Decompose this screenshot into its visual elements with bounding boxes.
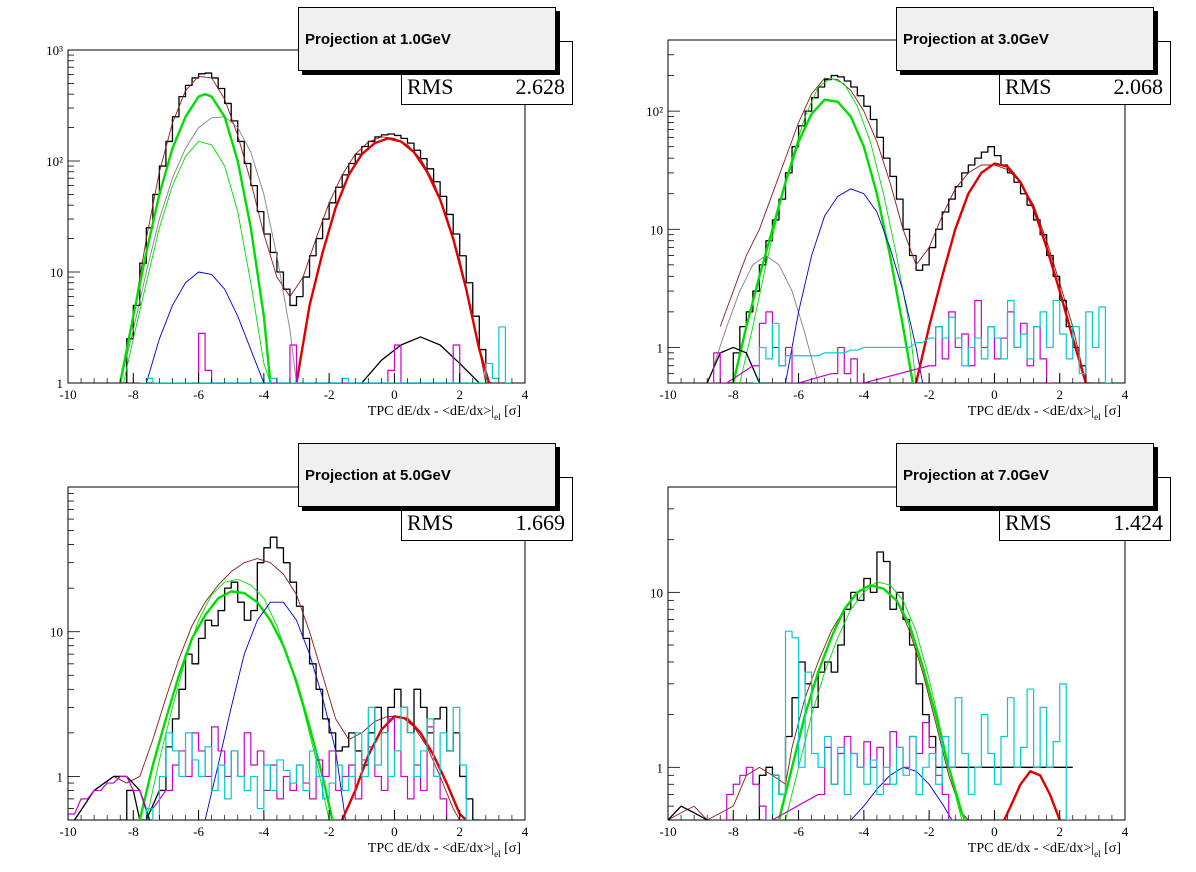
series-line-other1 bbox=[192, 332, 467, 383]
x-tick-label: -10 bbox=[59, 824, 76, 839]
x-tick-label: -8 bbox=[128, 824, 139, 839]
series-line-electron bbox=[914, 162, 1087, 383]
x-tick-label: -6 bbox=[793, 824, 804, 839]
series-line-data bbox=[120, 536, 480, 820]
x-tick-label: -4 bbox=[258, 824, 269, 839]
series-line-proton_fit bbox=[119, 92, 272, 383]
rms-row: RMS 1.669 bbox=[401, 507, 571, 539]
x-tick-label: -4 bbox=[258, 387, 269, 402]
chart-title: Projection at 3.0GeV bbox=[896, 7, 1154, 71]
x-tick-label: 4 bbox=[1122, 387, 1129, 402]
series-line-data bbox=[706, 346, 760, 383]
rms-value: 2.628 bbox=[515, 74, 566, 99]
series-group bbox=[668, 551, 1073, 820]
x-tick-label: -10 bbox=[59, 387, 76, 402]
x-tick-label: 0 bbox=[391, 387, 398, 402]
x-tick-label: -8 bbox=[128, 387, 139, 402]
y-tick-label: 10² bbox=[46, 154, 63, 169]
rms-label: RMS bbox=[407, 74, 454, 99]
x-tick-label: -2 bbox=[924, 824, 935, 839]
series-line-data bbox=[668, 805, 708, 820]
y-tick-label: 10 bbox=[50, 625, 63, 640]
y-tick-label: 10³ bbox=[46, 43, 63, 58]
x-axis-label: TPC dE/dx - <dE/dx>|el [σ] bbox=[368, 404, 521, 422]
y-tick-label: 10 bbox=[650, 585, 663, 600]
series-line-other2 bbox=[752, 299, 1112, 383]
y-tick-label: 1 bbox=[57, 376, 64, 391]
series-line-proton_fit2 bbox=[785, 581, 963, 820]
rms-row: RMS 2.068 bbox=[999, 71, 1169, 103]
series-line-kaon bbox=[204, 601, 346, 820]
x-tick-label: -8 bbox=[728, 387, 739, 402]
x-axis-label: TPC dE/dx - <dE/dx>|el [σ] bbox=[968, 404, 1121, 422]
x-tick-label: -4 bbox=[858, 824, 869, 839]
chart-title: Projection at 5.0GeV bbox=[298, 443, 556, 507]
y-tick-label: 1 bbox=[57, 769, 64, 784]
y-tick-label: 1 bbox=[657, 760, 664, 775]
y-tick-label: 10 bbox=[650, 222, 663, 237]
x-tick-label: 0 bbox=[991, 824, 998, 839]
rms-label: RMS bbox=[407, 510, 454, 535]
x-tick-label: 2 bbox=[1056, 387, 1063, 402]
x-tick-label: -2 bbox=[324, 387, 335, 402]
series-line-proton_fit2 bbox=[145, 578, 330, 820]
x-tick-label: -8 bbox=[728, 824, 739, 839]
rms-value: 1.669 bbox=[515, 510, 566, 535]
x-axis-label: TPC dE/dx - <dE/dx>|el [σ] bbox=[968, 841, 1121, 859]
x-tick-label: 0 bbox=[391, 824, 398, 839]
x-tick-label: -6 bbox=[793, 387, 804, 402]
rms-value: 1.424 bbox=[1113, 510, 1164, 535]
x-tick-label: 4 bbox=[1122, 824, 1129, 839]
x-tick-label: -4 bbox=[858, 387, 869, 402]
y-tick-label: 10² bbox=[646, 104, 663, 119]
series-line-pion bbox=[119, 116, 297, 383]
y-tick-label: 10 bbox=[50, 265, 63, 280]
series-line-kaon bbox=[145, 271, 265, 383]
series-line-kaon bbox=[785, 188, 924, 383]
plot-frame bbox=[67, 486, 526, 821]
x-tick-label: 0 bbox=[991, 387, 998, 402]
x-tick-label: -6 bbox=[193, 824, 204, 839]
rms-row: RMS 2.628 bbox=[401, 71, 571, 103]
series-line-proton_fit2 bbox=[123, 141, 271, 383]
x-tick-label: -6 bbox=[193, 387, 204, 402]
chart-title: Projection at 1.0GeV bbox=[298, 7, 556, 71]
series-group bbox=[706, 74, 1112, 383]
series-line-other2 bbox=[765, 630, 1073, 820]
rms-label: RMS bbox=[1005, 74, 1052, 99]
rms-value: 2.068 bbox=[1113, 74, 1164, 99]
chart-title: Projection at 7.0GeV bbox=[896, 443, 1154, 507]
series-line-data bbox=[120, 72, 493, 383]
x-tick-label: 2 bbox=[456, 387, 463, 402]
series-group bbox=[68, 536, 480, 820]
series-line-proton_fit bbox=[138, 590, 334, 820]
x-tick-label: 2 bbox=[456, 824, 463, 839]
x-tick-label: -2 bbox=[324, 824, 335, 839]
x-tick-label: -2 bbox=[924, 387, 935, 402]
x-tick-label: -10 bbox=[659, 824, 676, 839]
x-axis-label: TPC dE/dx - <dE/dx>|el [σ] bbox=[368, 841, 521, 859]
x-tick-label: -10 bbox=[659, 387, 676, 402]
y-tick-label: 1 bbox=[657, 340, 664, 355]
series-line-total_fit bbox=[668, 584, 969, 820]
series-line-electron bbox=[1003, 770, 1061, 820]
x-tick-label: 2 bbox=[1056, 824, 1063, 839]
series-line-data bbox=[752, 551, 1073, 820]
rms-row: RMS 1.424 bbox=[999, 507, 1169, 539]
x-tick-label: 4 bbox=[522, 824, 529, 839]
series-line-proton_fit2 bbox=[739, 77, 917, 383]
series-line-other2 bbox=[145, 706, 473, 820]
x-tick-label: 4 bbox=[522, 387, 529, 402]
rms-label: RMS bbox=[1005, 510, 1052, 535]
series-line-electron bbox=[295, 137, 491, 383]
